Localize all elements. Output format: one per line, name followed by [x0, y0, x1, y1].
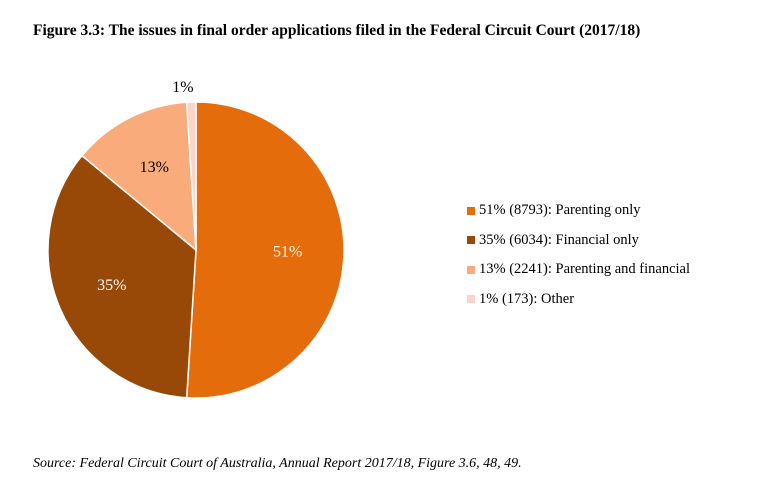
pie-slices	[47, 101, 345, 399]
pie-labels: 51% 35% 13% 1%	[97, 79, 302, 294]
legend-label-2: 13% (2241): Parenting and financial	[479, 261, 690, 278]
legend-item-2: 13% (2241): Parenting and financial	[467, 255, 690, 285]
legend-swatch-0	[467, 206, 475, 215]
legend-item-1: 35% (6034): Financial only	[467, 226, 690, 256]
legend-item-0: 51% (8793): Parenting only	[467, 196, 690, 226]
legend-label-3: 1% (173): Other	[479, 290, 575, 307]
pie-slice-label-2: 13%	[140, 159, 169, 176]
legend-swatch-3	[467, 295, 475, 304]
legend-swatch-1	[467, 236, 475, 245]
legend-label-0: 51% (8793): Parenting only	[479, 202, 641, 219]
legend-swatch-2	[467, 265, 475, 274]
chart-legend: 51% (8793): Parenting only 35% (6034): Fi…	[467, 196, 690, 314]
pie-slice-1	[47, 154, 197, 399]
pie-slice-2	[80, 101, 197, 252]
pie-slice-label-0: 51%	[273, 244, 302, 261]
pie-slice-label-3: 1%	[172, 79, 193, 96]
legend-label-1: 35% (6034): Financial only	[479, 231, 639, 248]
chart-title: Figure 3.3: The issues in final order ap…	[33, 22, 641, 39]
pie-slice-label-1: 35%	[97, 277, 126, 294]
source-note: Source: Federal Circuit Court of Austral…	[33, 456, 522, 471]
pie-slice-0	[185, 101, 345, 399]
pie-slice-3	[185, 101, 197, 251]
legend-item-3: 1% (173): Other	[467, 285, 690, 315]
